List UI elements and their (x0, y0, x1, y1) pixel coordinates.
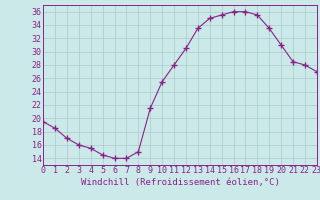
X-axis label: Windchill (Refroidissement éolien,°C): Windchill (Refroidissement éolien,°C) (81, 178, 279, 187)
